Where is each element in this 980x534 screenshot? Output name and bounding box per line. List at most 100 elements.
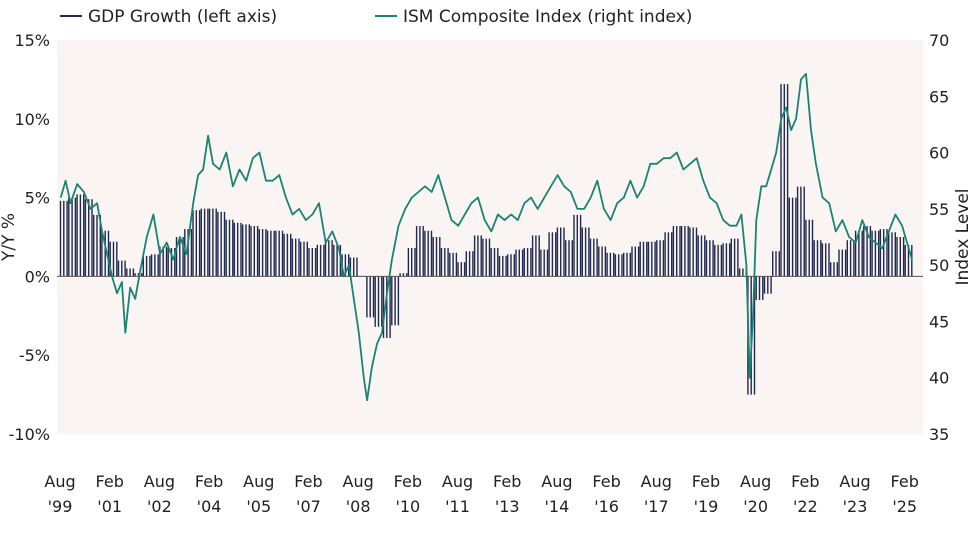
gdp-bar-stripe [126,268,128,277]
gdp-bar-stripe [888,232,890,277]
gdp-bar-stripe [548,232,550,277]
gdp-bar [457,262,466,277]
gdp-bar [117,260,126,277]
gdp-bar-stripe [513,254,515,277]
x-tick-month: Aug [740,472,771,491]
gdp-bar-stripe [399,273,401,277]
gdp-bar-stripe [634,246,636,277]
gdp-bar-stripe [427,230,429,277]
gdp-bar [225,219,234,277]
gdp-bar-stripe [780,84,782,277]
gdp-bar-stripe [772,251,774,277]
gdp-bar [424,230,433,277]
gdp-bar [291,238,300,277]
gdp-bar [531,235,540,277]
gdp-bar-stripe [84,199,87,277]
gdp-bar [150,254,159,277]
gdp-bar-stripe [333,244,335,277]
gdp-bar-stripe [679,226,681,277]
gdp-bar-stripe [695,227,698,277]
gdp-bar-stripe [220,211,222,277]
x-tick-month: Feb [294,472,322,491]
x-tick-month: Aug [641,472,672,491]
gdp-bar [200,208,209,277]
gdp-bar [217,211,226,277]
gdp-bar-stripe [71,197,73,277]
gdp-bar [233,222,242,277]
gdp-bar-stripe [689,227,691,277]
gdp-bar [68,197,77,277]
gdp-bar-stripe [518,249,520,277]
gdp-bar-stripe [697,235,699,277]
gdp-bar [656,240,665,277]
gdp-bar-stripe [811,219,814,277]
gdp-bar-stripe [646,241,648,277]
x-tick-year: '20 [743,497,768,516]
gdp-bar-stripe [463,262,466,277]
gdp-bar [631,246,640,277]
gdp-bar-stripe [256,226,259,277]
gdp-bar-stripe [795,197,797,277]
gdp-bar-stripe [844,249,847,277]
gdp-bar-stripe [167,248,169,277]
left-axis-ticks: 15% 10% 5% 0% -5% -10% [9,31,50,444]
gdp-bar-stripe [419,226,421,277]
gdp-bar [705,240,714,277]
gdp-bar [680,226,689,277]
gdp-bar-stripe [250,226,252,277]
gdp-bar-stripe [141,273,143,277]
gdp-bar-stripe [593,238,595,277]
gdp-bar-stripe [323,244,325,277]
gdp-bar-stripe [796,186,799,277]
gdp-bar [838,249,847,277]
gdp-bar-stripe [705,240,708,277]
gdp-bar-stripe [182,237,184,277]
gdp-bar [449,252,458,277]
gdp-bar-stripe [662,240,665,277]
gdp-bar-stripe [805,219,807,277]
gdp-bar [399,273,408,277]
gdp-bar-stripe [107,230,110,277]
x-tick-month: Aug [343,472,374,491]
gdp-bar-stripe [800,186,802,277]
gdp-bar [763,276,772,294]
gdp-bar-stripe [99,214,101,277]
gdp-bar-stripe [639,241,641,277]
gdp-bar-stripe [846,240,848,277]
gdp-bar-stripe [738,268,741,277]
gdp-bar-stripe [482,238,484,277]
gdp-bar-stripe [687,226,689,277]
gdp-bar [283,233,292,277]
right-tick-label: 45 [929,312,949,331]
gdp-bar-stripe [79,194,82,277]
gdp-bar-stripe [874,230,877,277]
gdp-bar-stripe [762,276,764,300]
right-tick-label: 40 [929,369,949,388]
gdp-bar-stripe [266,230,269,277]
gdp-bar-stripe [821,243,824,277]
gdp-bar [623,252,631,277]
gdp-bar-stripe [606,252,608,277]
gdp-bar-stripe [415,226,418,277]
gdp-bar-stripe [217,211,219,277]
gdp-bar-stripe [505,255,507,277]
gdp-bar [639,241,648,277]
gdp-bar-stripe [730,238,732,277]
gdp-bar-stripe [680,226,683,277]
gdp-bar-stripe [498,255,501,277]
gdp-bar-stripe [74,197,77,277]
gdp-bar-stripe [858,230,860,277]
gdp-bar-stripe [407,248,410,277]
gdp-bar-stripe [886,229,888,277]
gdp-bar-stripe [700,235,703,277]
gdp-bar-stripe [215,208,217,277]
gdp-bar-stripe [212,208,214,277]
x-tick-month: Feb [195,472,223,491]
x-axis-ticks: Aug '99 Feb '01 Aug '02 Feb '04 Aug '05 Feb '07 Aug '… [44,472,919,516]
left-tick-label: -10% [9,425,50,444]
gdp-bar-stripe [551,232,554,277]
right-tick-label: 50 [929,256,949,275]
gdp-bar-stripe [863,226,865,277]
gdp-bar [316,244,325,277]
gdp-bar-stripe [753,276,756,395]
